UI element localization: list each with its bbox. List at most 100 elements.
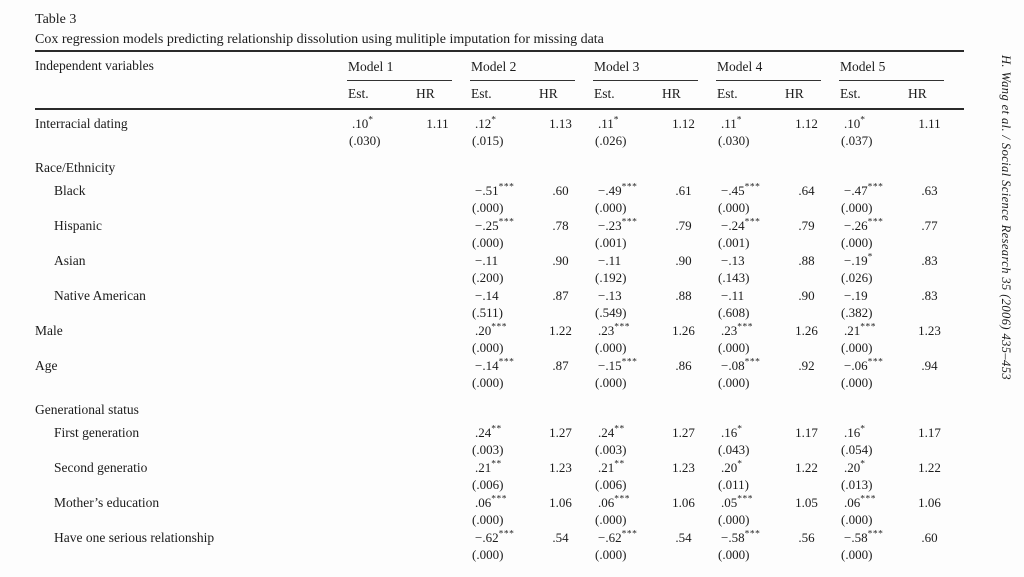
estimate-value: .21** xyxy=(475,459,538,476)
est-cell: −.19 (.382) xyxy=(839,287,907,322)
p-value: (.000) xyxy=(718,375,750,390)
p-value: (.608) xyxy=(718,305,750,320)
estimate-number: .16 xyxy=(844,425,861,440)
estimate-number: −.47 xyxy=(844,183,868,198)
empty-cell xyxy=(415,357,470,392)
p-value: (.143) xyxy=(718,270,750,285)
p-value: (.382) xyxy=(841,305,873,320)
model-4-header: Model 4 xyxy=(716,57,821,81)
estimate-number: −.58 xyxy=(721,530,745,545)
table-row: Have one serious relationship −.62*** (.00… xyxy=(35,529,964,564)
model-3-header: Model 3 xyxy=(593,57,698,81)
est-cell: −.14 (.511) xyxy=(470,287,538,322)
significance-stars: *** xyxy=(621,217,638,228)
estimate-number: .11 xyxy=(721,116,737,131)
hr-cell: .90 xyxy=(675,253,692,268)
est-cell: .23*** (.000) xyxy=(593,322,661,357)
row-label: Interracial dating xyxy=(35,116,128,131)
estimate-value: −.13 xyxy=(721,252,784,269)
row-label: Asian xyxy=(54,253,86,268)
empty-cell xyxy=(347,159,415,182)
estimate-value: −.08*** xyxy=(721,357,784,374)
p-value: (.000) xyxy=(841,547,873,562)
estimate-value: .16* xyxy=(844,424,907,441)
est-cell: .10* (.037) xyxy=(839,115,907,150)
p-value: (.000) xyxy=(718,512,750,527)
significance-stars: *** xyxy=(614,322,630,333)
significance-stars: *** xyxy=(498,217,515,228)
estimate-value: −.19 xyxy=(844,287,907,304)
estimate-value: .20*** xyxy=(475,322,538,339)
estimate-number: .24 xyxy=(598,425,615,440)
estimate-value: .24** xyxy=(598,424,661,441)
p-value: (.192) xyxy=(595,270,627,285)
significance-stars: *** xyxy=(744,357,761,368)
hr-cell: 1.27 xyxy=(549,425,572,440)
est-cell: −.45*** (.000) xyxy=(716,182,784,217)
estimate-value: −.13 xyxy=(598,287,661,304)
empty-cell xyxy=(907,401,962,424)
empty-cell xyxy=(347,401,415,424)
hr-cell: .60 xyxy=(552,183,569,198)
table-caption: Cox regression models predicting relatio… xyxy=(35,32,604,47)
hr-cell: 1.12 xyxy=(672,116,695,131)
p-value: (.037) xyxy=(841,133,873,148)
estimate-value: −.45*** xyxy=(721,182,784,199)
hr-cell: .54 xyxy=(552,530,569,545)
empty-cell xyxy=(415,424,470,459)
row-label: Generational status xyxy=(35,402,139,417)
row-label: Hispanic xyxy=(54,218,102,233)
empty-cell xyxy=(593,159,661,182)
est-cell: .20* (.013) xyxy=(839,459,907,494)
estimate-number: .21 xyxy=(475,460,492,475)
p-value: (.043) xyxy=(718,442,750,457)
significance-stars: *** xyxy=(867,529,884,540)
p-value: (.013) xyxy=(841,477,873,492)
estimate-number: .06 xyxy=(475,495,492,510)
estimate-value: −.51*** xyxy=(475,182,538,199)
empty-cell xyxy=(538,401,593,424)
estimate-value: −.62*** xyxy=(475,529,538,546)
p-value: (.000) xyxy=(595,200,627,215)
estimate-value: −.26*** xyxy=(844,217,907,234)
estimate-number: .10 xyxy=(352,116,369,131)
est-header: Est. xyxy=(348,86,369,101)
hr-cell: 1.26 xyxy=(672,323,695,338)
estimate-value: .23*** xyxy=(598,322,661,339)
est-cell: −.11 (.608) xyxy=(716,287,784,322)
estimate-value: −.47*** xyxy=(844,182,907,199)
estimate-number: −.06 xyxy=(844,358,868,373)
subheader-row: Est. HR Est. HR Est. HR Est. HR Est. HR xyxy=(35,81,964,108)
row-label: Second generatio xyxy=(54,460,148,475)
estimate-number: −.62 xyxy=(475,530,499,545)
est-cell: −.25*** (.000) xyxy=(470,217,538,252)
p-value: (.549) xyxy=(595,305,627,320)
row-label: Black xyxy=(54,183,86,198)
estimate-value: .11* xyxy=(598,115,661,132)
significance-stars: *** xyxy=(621,182,638,193)
empty-cell xyxy=(470,159,538,182)
estimate-number: .05 xyxy=(721,495,738,510)
estimate-number: −.13 xyxy=(598,288,622,303)
hr-cell: .63 xyxy=(921,183,938,198)
est-cell: −.58*** (.000) xyxy=(716,529,784,564)
table-number: Table 3 xyxy=(35,12,77,27)
hr-cell: 1.17 xyxy=(795,425,818,440)
hr-cell: .87 xyxy=(552,288,569,303)
estimate-value: .24** xyxy=(475,424,538,441)
hr-cell: 1.05 xyxy=(795,495,818,510)
significance-stars: *** xyxy=(621,357,638,368)
estimate-value: .05*** xyxy=(721,494,784,511)
significance-stars: ** xyxy=(491,424,502,435)
estimate-number: .06 xyxy=(598,495,615,510)
empty-cell xyxy=(347,529,415,564)
table-row: Native American −.14 (.511) .87 −.13 (.549) .8… xyxy=(35,287,964,322)
p-value: (.030) xyxy=(349,133,381,148)
hr-cell: .87 xyxy=(552,358,569,373)
estimate-number: .23 xyxy=(598,323,615,338)
estimate-number: .21 xyxy=(598,460,615,475)
model-header-row: Independent variables Model 1 Model 2 Mo… xyxy=(35,52,964,81)
p-value: (.001) xyxy=(595,235,627,250)
hr-cell: .56 xyxy=(798,530,815,545)
hr-cell: 1.13 xyxy=(549,116,572,131)
